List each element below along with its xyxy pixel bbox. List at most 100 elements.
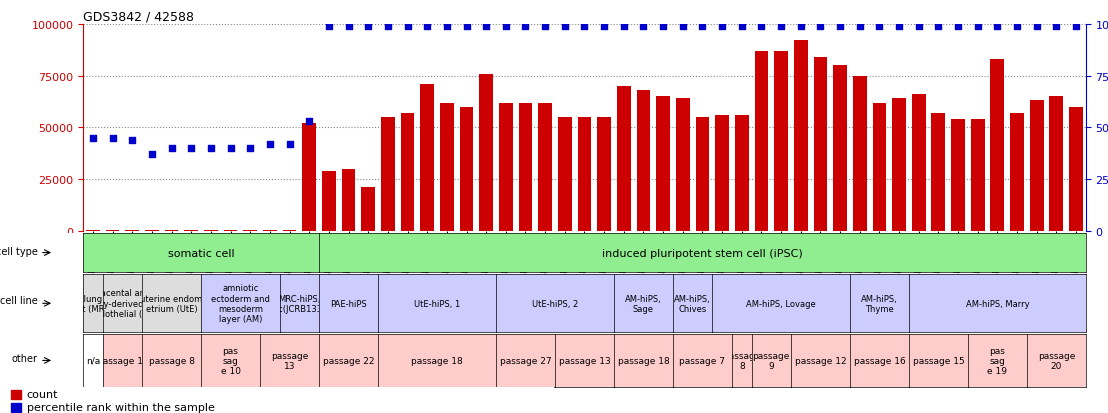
Bar: [11, 389, 21, 399]
Text: cell line: cell line: [0, 296, 38, 306]
Point: [714, 24, 731, 30]
Point: [988, 24, 1006, 30]
Point: [968, 24, 986, 30]
Text: passage 27: passage 27: [500, 356, 552, 365]
Bar: [755, 52, 768, 231]
Text: PAE-hiPS: PAE-hiPS: [330, 299, 367, 308]
Bar: [11, 403, 21, 412]
Text: somatic cell: somatic cell: [167, 248, 235, 258]
Bar: [361, 188, 376, 231]
Text: passage 8: passage 8: [148, 356, 195, 365]
Text: pas
sag
e 10: pas sag e 10: [220, 346, 240, 375]
Bar: [460, 107, 473, 231]
Text: amniotic
ectoderm and
mesoderm
layer (AM): amniotic ectoderm and mesoderm layer (AM…: [211, 283, 270, 324]
Text: AM-hiPS,
Chives: AM-hiPS, Chives: [675, 294, 711, 313]
Bar: [617, 87, 630, 231]
Bar: [991, 60, 1004, 231]
Bar: [165, 230, 178, 231]
Bar: [341, 169, 356, 231]
Point: [654, 24, 671, 30]
Text: passage 13: passage 13: [558, 356, 611, 365]
Bar: [302, 124, 316, 231]
Point: [576, 24, 594, 30]
Text: induced pluripotent stem cell (iPSC): induced pluripotent stem cell (iPSC): [602, 248, 803, 258]
Point: [732, 24, 750, 30]
Bar: [283, 230, 297, 231]
Text: passage 7: passage 7: [679, 356, 726, 365]
Bar: [420, 85, 434, 231]
Text: placental arte
ry-derived
endothelial (PA): placental arte ry-derived endothelial (P…: [89, 289, 156, 318]
Bar: [735, 116, 749, 231]
Point: [516, 24, 534, 30]
Point: [478, 24, 495, 30]
Point: [772, 24, 790, 30]
Point: [1028, 24, 1046, 30]
Point: [831, 24, 849, 30]
Text: other: other: [11, 353, 38, 363]
Bar: [263, 230, 277, 231]
Bar: [696, 118, 709, 231]
Text: passage 16: passage 16: [96, 356, 148, 365]
Point: [851, 24, 869, 30]
Point: [674, 24, 691, 30]
Bar: [892, 99, 906, 231]
Text: passage 18: passage 18: [411, 356, 463, 365]
Text: passage 16: passage 16: [853, 356, 905, 365]
Bar: [381, 118, 394, 231]
Bar: [558, 118, 572, 231]
Bar: [1069, 107, 1083, 231]
Text: passage
9: passage 9: [752, 351, 790, 370]
Text: UtE-hiPS, 1: UtE-hiPS, 1: [414, 299, 460, 308]
Text: percentile rank within the sample: percentile rank within the sample: [27, 402, 215, 412]
Text: pas
sag
e 19: pas sag e 19: [987, 346, 1007, 375]
Point: [458, 24, 475, 30]
Bar: [932, 114, 945, 231]
Bar: [951, 120, 965, 231]
Point: [419, 24, 437, 30]
Bar: [637, 91, 650, 231]
Bar: [1049, 97, 1064, 231]
Point: [163, 145, 181, 152]
Text: UtE-hiPS, 2: UtE-hiPS, 2: [532, 299, 578, 308]
Bar: [1010, 114, 1024, 231]
Point: [811, 24, 829, 30]
Point: [595, 24, 613, 30]
Bar: [519, 103, 532, 231]
Bar: [244, 230, 257, 231]
Point: [261, 141, 279, 148]
Bar: [597, 118, 611, 231]
Text: passage
20: passage 20: [1038, 351, 1075, 370]
Bar: [774, 52, 788, 231]
Text: GDS3842 / 42588: GDS3842 / 42588: [83, 11, 194, 24]
Point: [399, 24, 417, 30]
Text: passage 12: passage 12: [794, 356, 847, 365]
Point: [222, 145, 239, 152]
Point: [950, 24, 967, 30]
Bar: [676, 99, 689, 231]
Bar: [401, 114, 414, 231]
Bar: [480, 74, 493, 231]
Bar: [656, 97, 670, 231]
Text: AM-hiPS, Marry: AM-hiPS, Marry: [965, 299, 1029, 308]
Point: [300, 119, 318, 125]
Text: fetal lung fibro
blast (MRC-5): fetal lung fibro blast (MRC-5): [62, 294, 124, 313]
Bar: [971, 120, 985, 231]
Point: [104, 135, 122, 142]
Text: AM-hiPS,
Thyme: AM-hiPS, Thyme: [861, 294, 897, 313]
Bar: [145, 230, 158, 231]
Bar: [716, 116, 729, 231]
Text: n/a: n/a: [85, 356, 100, 365]
Point: [1067, 24, 1085, 30]
Point: [910, 24, 927, 30]
Bar: [86, 230, 100, 231]
Point: [183, 145, 201, 152]
Point: [792, 24, 810, 30]
Text: count: count: [27, 389, 58, 399]
Point: [84, 135, 102, 142]
Bar: [499, 103, 513, 231]
Bar: [872, 103, 886, 231]
Point: [379, 24, 397, 30]
Point: [890, 24, 907, 30]
Bar: [833, 66, 847, 231]
Point: [359, 24, 377, 30]
